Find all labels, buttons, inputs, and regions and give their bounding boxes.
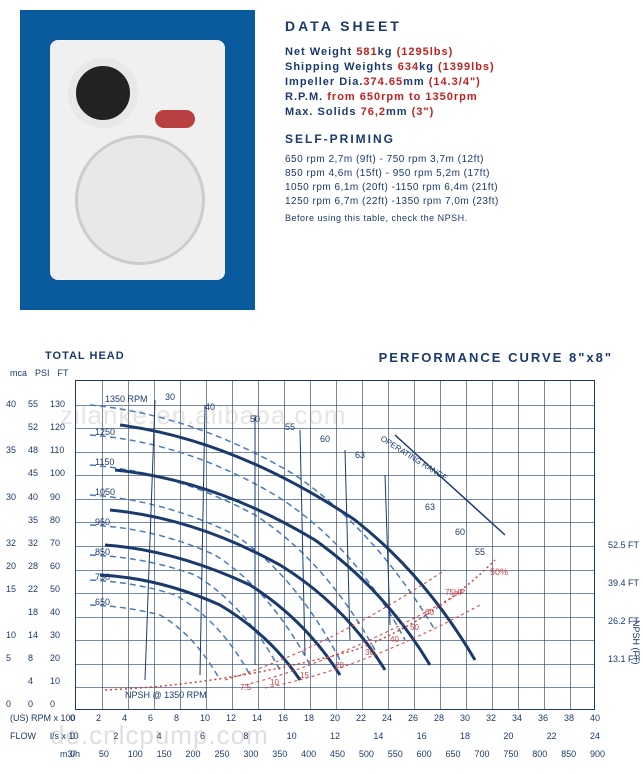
prime-row-0: 650 rpm 2,7m (9ft) - 750 rpm 3,7m (12ft) — [285, 154, 623, 165]
npsh-note: Before using this table, check the NPSH. — [285, 213, 623, 223]
total-head-label: TOTAL HEAD — [45, 350, 125, 365]
prime-row-3: 1250 rpm 6,7m (22ft) -1350 rpm 7,0m (23f… — [285, 196, 623, 207]
y-axis-units: mca PSI FT — [10, 368, 69, 378]
spec-net-weight: Net Weight 581kg (1295lbs) — [285, 46, 623, 58]
perf-curve-title: PERFORMANCE CURVE 8"x8" — [379, 350, 613, 365]
flow-label: FLOW — [10, 731, 36, 741]
self-priming-title: SELF-PRIMING — [285, 132, 623, 146]
spec-rpm: R.P.M. from 650rpm to 1350rpm — [285, 91, 623, 103]
watermark-1: zilanke.en.alibaba.com — [60, 400, 347, 431]
spec-solids: Max. Solids 76,2mm (3") — [285, 106, 623, 118]
spec-panel: DATA SHEET Net Weight 581kg (1295lbs) Sh… — [285, 10, 623, 310]
pump-photo — [20, 10, 255, 310]
spec-impeller: Impeller Dia.374.65mm (14.3/4") — [285, 76, 623, 88]
data-sheet-title: DATA SHEET — [285, 18, 623, 34]
spec-ship-weight: Shipping Weights 634kg (1399lbs) — [285, 61, 623, 73]
prime-row-1: 850 rpm 4,6m (15ft) - 950 rpm 5,2m (17ft… — [285, 168, 623, 179]
npsh-axis-ticks: 52.5 FT 39.4 FT 26.2 FT 13.1 FT — [608, 540, 639, 692]
npsh-axis-label: NPSH (FT) — [631, 620, 641, 665]
watermark-2: de.cnlcpump.com — [50, 720, 269, 751]
prime-row-2: 1050 rpm 6,1m (20ft) -1150 rpm 6,4m (21f… — [285, 182, 623, 193]
